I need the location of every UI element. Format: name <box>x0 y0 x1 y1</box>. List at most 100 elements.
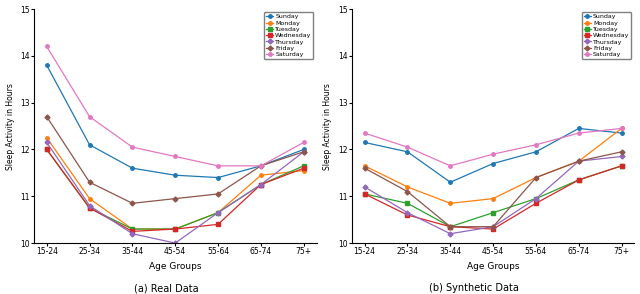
Wednesday <box>43 148 51 151</box>
Thursday <box>618 155 625 158</box>
Friday <box>129 201 136 205</box>
Friday <box>257 164 265 168</box>
Line: Thursday: Thursday <box>45 141 305 245</box>
Wednesday <box>490 227 497 231</box>
Wednesday <box>618 164 625 168</box>
Line: Sunday: Sunday <box>45 64 305 179</box>
Saturday <box>300 141 308 144</box>
Sunday <box>300 148 308 151</box>
Line: Thursday: Thursday <box>363 155 623 235</box>
Line: Friday: Friday <box>363 150 623 228</box>
Thursday <box>43 141 51 144</box>
Tuesday <box>172 227 179 231</box>
Friday <box>361 166 369 170</box>
Legend: Sunday, Monday, Tuesday, Wednesday, Thursday, Friday, Saturday: Sunday, Monday, Tuesday, Wednesday, Thur… <box>582 12 631 59</box>
Wednesday <box>361 192 369 196</box>
Monday <box>575 159 582 163</box>
Friday <box>490 225 497 228</box>
Y-axis label: Sleep Activity in Hours: Sleep Activity in Hours <box>6 83 15 170</box>
Sunday <box>575 127 582 130</box>
Saturday <box>618 127 625 130</box>
Thursday <box>129 232 136 235</box>
Wednesday <box>532 201 540 205</box>
Monday <box>43 136 51 140</box>
Line: Friday: Friday <box>45 115 305 205</box>
Friday <box>214 192 222 196</box>
Sunday <box>532 150 540 153</box>
Thursday <box>575 159 582 163</box>
Saturday <box>214 164 222 168</box>
Wednesday <box>172 227 179 231</box>
Saturday <box>86 115 93 118</box>
Line: Wednesday: Wednesday <box>45 148 305 233</box>
Monday <box>490 197 497 201</box>
Wednesday <box>257 183 265 186</box>
Wednesday <box>447 225 454 228</box>
Friday <box>172 197 179 201</box>
Monday <box>129 227 136 231</box>
Sunday <box>618 131 625 135</box>
Y-axis label: Sleep Activity in Hours: Sleep Activity in Hours <box>323 83 332 170</box>
Monday <box>447 201 454 205</box>
Sunday <box>129 166 136 170</box>
Thursday <box>300 150 308 153</box>
Sunday <box>214 176 222 179</box>
Line: Wednesday: Wednesday <box>363 164 623 231</box>
Monday <box>361 164 369 168</box>
Thursday <box>172 241 179 245</box>
Saturday <box>361 131 369 135</box>
Sunday <box>257 164 265 168</box>
Thursday <box>404 211 412 214</box>
Text: (a) Real Data: (a) Real Data <box>134 283 198 293</box>
Friday <box>300 150 308 153</box>
Tuesday <box>300 164 308 168</box>
Wednesday <box>404 213 412 217</box>
Sunday <box>490 162 497 165</box>
Monday <box>257 173 265 177</box>
Saturday <box>404 145 412 149</box>
Saturday <box>447 164 454 168</box>
Wednesday <box>86 206 93 210</box>
Line: Saturday: Saturday <box>45 45 305 168</box>
Line: Monday: Monday <box>45 136 305 231</box>
Line: Tuesday: Tuesday <box>45 148 305 231</box>
Line: Sunday: Sunday <box>363 127 623 184</box>
Saturday <box>43 45 51 48</box>
Thursday <box>361 185 369 189</box>
Tuesday <box>575 178 582 182</box>
Friday <box>86 181 93 184</box>
Monday <box>404 185 412 189</box>
Wednesday <box>575 178 582 182</box>
Saturday <box>575 131 582 135</box>
Friday <box>447 225 454 228</box>
Friday <box>43 115 51 118</box>
Tuesday <box>404 201 412 205</box>
Thursday <box>532 197 540 201</box>
Saturday <box>257 164 265 168</box>
Friday <box>575 159 582 163</box>
Saturday <box>532 143 540 146</box>
Sunday <box>172 173 179 177</box>
Monday <box>172 227 179 231</box>
Monday <box>86 197 93 201</box>
Tuesday <box>129 227 136 231</box>
Tuesday <box>447 225 454 228</box>
Sunday <box>86 143 93 146</box>
Tuesday <box>214 211 222 214</box>
Monday <box>214 211 222 214</box>
Wednesday <box>129 230 136 233</box>
Monday <box>300 169 308 172</box>
Tuesday <box>257 183 265 186</box>
Sunday <box>43 64 51 67</box>
Friday <box>532 176 540 179</box>
Thursday <box>257 183 265 186</box>
Tuesday <box>86 206 93 210</box>
Line: Monday: Monday <box>363 127 623 205</box>
Wednesday <box>300 166 308 170</box>
Friday <box>618 150 625 153</box>
Wednesday <box>214 223 222 226</box>
Friday <box>404 190 412 193</box>
Tuesday <box>361 192 369 196</box>
Tuesday <box>43 148 51 151</box>
Thursday <box>447 232 454 235</box>
